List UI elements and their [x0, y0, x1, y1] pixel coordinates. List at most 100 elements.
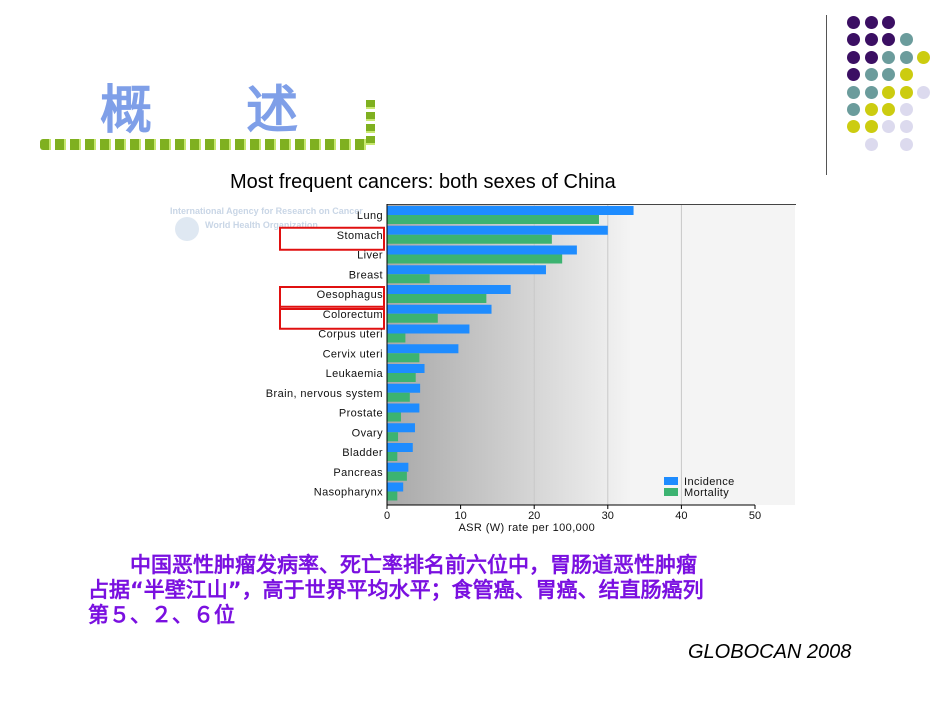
- decorative-dot: [847, 68, 860, 82]
- decorative-dot: [847, 16, 860, 29]
- category-label: Corpus uteri: [318, 329, 383, 341]
- bar-incidence: [387, 324, 470, 334]
- bar-incidence: [387, 462, 409, 472]
- bar-mortality: [387, 254, 563, 264]
- decorative-dot: [882, 50, 895, 64]
- category-label: Cervix uteri: [323, 348, 383, 360]
- bar-incidence: [387, 482, 404, 492]
- x-tick-label: 50: [749, 510, 761, 522]
- category-label: Leukaemia: [326, 368, 384, 380]
- category-label: Liver: [357, 250, 383, 262]
- decorative-dot: [900, 137, 913, 151]
- decorative-dot: [900, 50, 913, 64]
- category-label: Ovary: [352, 427, 383, 439]
- slide-heading: 概 述: [100, 81, 337, 141]
- decorative-dot: [865, 33, 878, 47]
- category-label: Oesophagus: [317, 289, 383, 301]
- bar-mortality: [387, 471, 407, 481]
- x-tick-label: 10: [454, 510, 466, 522]
- x-tick-label: 30: [602, 510, 614, 522]
- decorative-dot: [900, 33, 913, 47]
- body-text: 中国恶性肿瘤发病率、死亡率排名前六位中，胃肠道恶性肿瘤 占据“半壁江山”，高于世…: [88, 553, 898, 628]
- body-line: 第５、２、６位: [88, 603, 235, 627]
- divider-line: [826, 15, 827, 175]
- decorative-dot: [865, 103, 878, 116]
- category-label: Breast: [349, 269, 383, 281]
- bar-mortality: [387, 313, 438, 323]
- decorative-flower-border-vertical: [366, 100, 375, 148]
- legend-swatch: [664, 477, 678, 485]
- category-label: Brain, nervous system: [266, 388, 383, 400]
- decorative-dot: [900, 103, 913, 116]
- decorative-dot: [882, 68, 895, 82]
- decorative-dot: [917, 85, 930, 99]
- category-label: Pancreas: [333, 467, 383, 479]
- decorative-dot: [917, 50, 930, 64]
- watermark-text: World Health Organization: [205, 220, 318, 230]
- decorative-dot: [882, 16, 895, 29]
- decorative-dot: [882, 103, 895, 116]
- category-label: Stomach: [337, 230, 383, 242]
- body-line: 占据“半壁江山”，高于世界平均水平；食管癌、胃癌、结直肠癌列: [88, 578, 704, 602]
- decorative-dot: [865, 50, 878, 64]
- legend-swatch: [664, 488, 678, 496]
- category-label: Bladder: [342, 447, 383, 459]
- watermark-text: International Agency for Research on Can…: [170, 206, 363, 216]
- category-label: Nasopharynx: [314, 487, 383, 499]
- bar-incidence: [387, 383, 421, 393]
- bar-chart: International Agency for Research on Can…: [167, 204, 796, 535]
- bar-incidence: [387, 206, 634, 215]
- bar-mortality: [387, 412, 401, 422]
- category-label: Colorectum: [323, 309, 383, 321]
- x-tick-label: 40: [675, 510, 687, 522]
- category-label: Lung: [357, 210, 383, 222]
- bar-incidence: [387, 304, 492, 314]
- decorative-dot: [900, 68, 913, 82]
- bar-incidence: [387, 265, 546, 275]
- category-label: Prostate: [339, 408, 383, 420]
- bar-mortality: [387, 294, 487, 303]
- source-citation: GLOBOCAN 2008: [688, 641, 852, 663]
- bar-mortality: [387, 392, 410, 402]
- decorative-dot: [847, 120, 860, 134]
- bar-mortality: [387, 452, 398, 461]
- decorative-flower-border: [40, 139, 370, 150]
- body-line: 中国恶性肿瘤发病率、死亡率排名前六位中，胃肠道恶性肿瘤: [88, 553, 697, 577]
- bar-incidence: [387, 364, 425, 373]
- bar-mortality: [387, 274, 430, 284]
- bar-mortality: [387, 432, 399, 442]
- decorative-dot: [865, 137, 878, 151]
- decorative-dot: [847, 50, 860, 64]
- bar-mortality: [387, 215, 599, 224]
- x-tick-label: 0: [384, 510, 390, 522]
- decorative-dot: [847, 33, 860, 47]
- decorative-dot: [900, 85, 913, 99]
- who-logo-icon: [175, 217, 199, 241]
- highlight-box: [279, 226, 385, 251]
- legend-label: Mortality: [684, 487, 729, 499]
- decorative-dot: [865, 120, 878, 134]
- bar-incidence: [387, 443, 413, 452]
- decorative-dot: [865, 16, 878, 29]
- bar-incidence: [387, 285, 511, 294]
- decorative-dot: [865, 85, 878, 99]
- decorative-dot: [865, 68, 878, 82]
- bar-incidence: [387, 344, 459, 354]
- legend-label: Incidence: [684, 476, 735, 488]
- bar-incidence: [387, 245, 577, 255]
- bar-mortality: [387, 234, 552, 244]
- decorative-dot: [847, 103, 860, 116]
- decorative-dot: [847, 85, 860, 99]
- x-axis-label: ASR (W) rate per 100,000: [458, 522, 595, 534]
- decorative-dot: [882, 33, 895, 47]
- decorative-dot: [900, 120, 913, 134]
- chart-title: Most frequent cancers: both sexes of Chi…: [230, 171, 616, 193]
- bar-mortality: [387, 333, 406, 343]
- bar-incidence: [387, 403, 420, 413]
- decorative-dot: [882, 120, 895, 134]
- bar-mortality: [387, 373, 416, 382]
- bar-incidence: [387, 423, 415, 433]
- bar-mortality: [387, 491, 398, 501]
- highlight-box: [279, 305, 385, 330]
- bar-incidence: [387, 225, 608, 235]
